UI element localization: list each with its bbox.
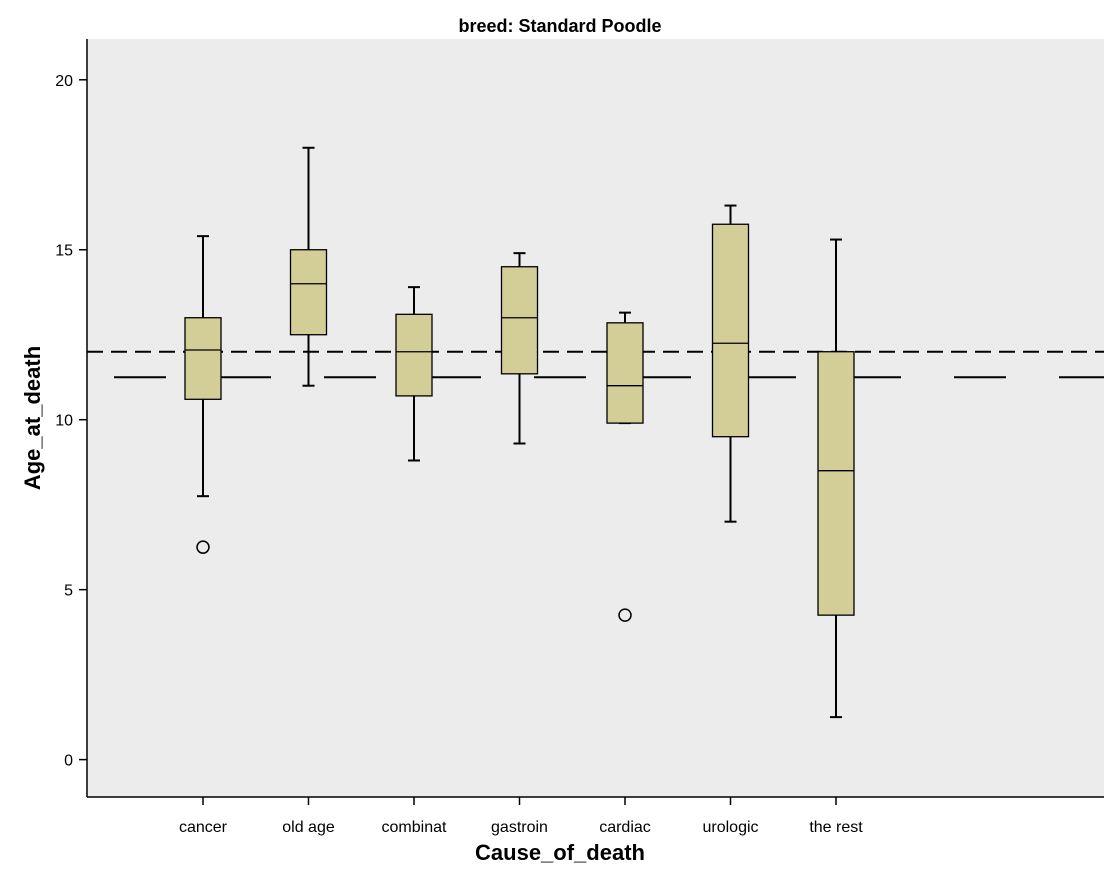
y-axis-title: Age_at_death: [20, 346, 45, 490]
x-tick-label-urologic: urologic: [702, 819, 758, 836]
box-cardiac: [606, 322, 644, 424]
box-urologic: [711, 223, 750, 438]
y-tick-label-10: 10: [55, 413, 73, 430]
y-tick-label-20: 20: [55, 73, 73, 90]
box-cancer: [184, 317, 222, 400]
x-axis-title: Cause_of_death: [475, 840, 645, 865]
x-tick-label-cancer: cancer: [179, 819, 228, 836]
x-tick-label-cardiac: cardiac: [599, 819, 651, 836]
box-gastroin: [500, 266, 539, 375]
box-combinat: [395, 313, 433, 397]
box-old-age: [289, 249, 328, 336]
y-tick-label-5: 5: [64, 583, 73, 600]
plot-area: 0 5 10 15 20 cancer old age combinat gastroin car…: [55, 39, 1104, 836]
x-tick-label-the-rest: the rest: [809, 819, 863, 836]
box-the-rest: [817, 351, 855, 616]
chart-title: breed: Standard Poodle: [458, 16, 661, 36]
x-tick-label-gastroin: gastroin: [491, 819, 548, 836]
outlier-cancer-0: [196, 540, 210, 554]
plot-background: [87, 39, 1104, 797]
x-tick-label-old-age: old age: [282, 819, 335, 836]
y-tick-label-0: 0: [64, 753, 73, 770]
y-tick-label-15: 15: [55, 243, 73, 260]
x-tick-label-combinat: combinat: [382, 819, 447, 836]
outlier-cardiac-0: [618, 608, 632, 622]
